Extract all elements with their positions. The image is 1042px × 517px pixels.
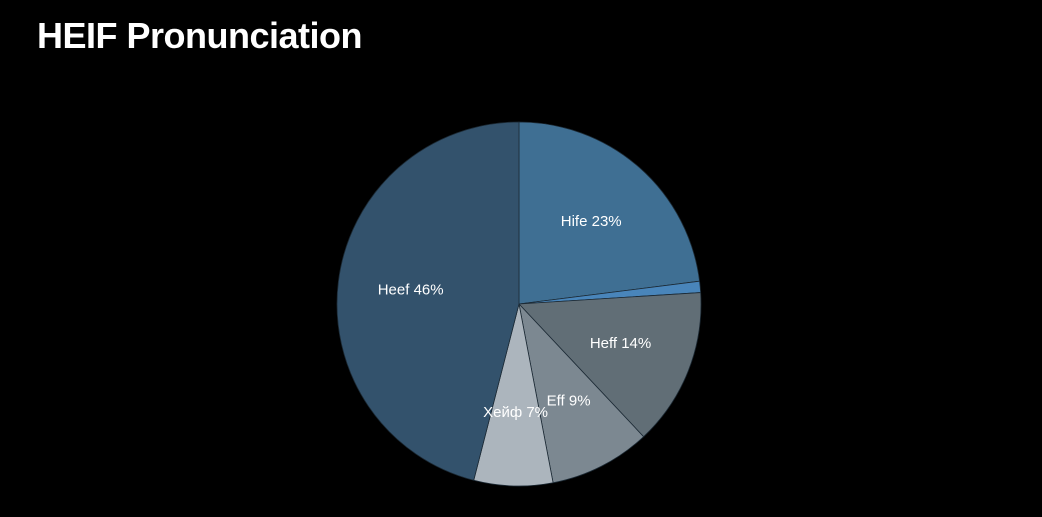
pie-slice-2 bbox=[518, 292, 702, 438]
slice-label-5: Heef 46% bbox=[378, 281, 444, 298]
pie-slice-3 bbox=[518, 302, 645, 484]
slice-label-3: Eff 9% bbox=[547, 392, 591, 409]
chart-title: HEIF Pronunciation bbox=[37, 15, 363, 56]
slice-label-4: Хейф 7% bbox=[483, 404, 548, 421]
slice-label-0: Hife 23% bbox=[561, 213, 622, 230]
slice-label-2: Heff 14% bbox=[590, 335, 651, 352]
pie-slice-0 bbox=[518, 121, 701, 305]
pie-slice-5 bbox=[336, 121, 520, 481]
pie-slices bbox=[336, 121, 702, 487]
pie-labels: Hife 23% Heff 14% Eff 9%Хейф 7% Heef 46% bbox=[378, 213, 652, 421]
